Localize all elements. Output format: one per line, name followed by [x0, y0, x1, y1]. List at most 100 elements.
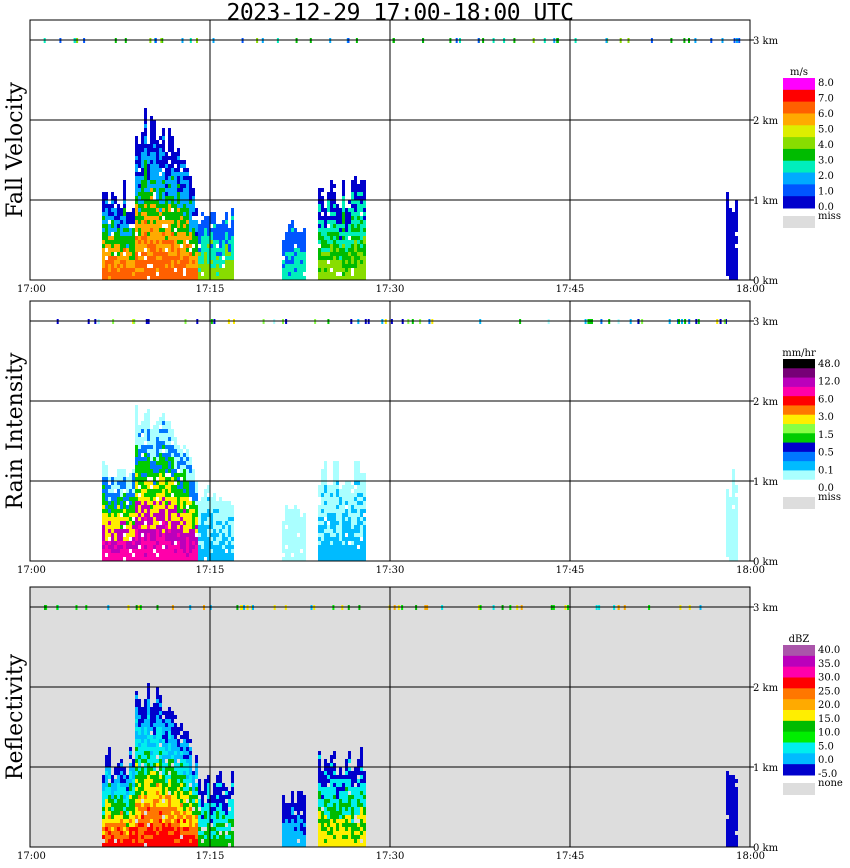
- echo-cell: [729, 256, 732, 260]
- echo-cell: [183, 545, 186, 549]
- echo-cell: [174, 441, 177, 445]
- echo-cell: [735, 228, 738, 232]
- echo-cell: [165, 168, 168, 172]
- echo-cell: [213, 252, 216, 256]
- echo-cell: [138, 827, 141, 831]
- echo-cell: [291, 260, 294, 264]
- echo-cell: [186, 481, 189, 485]
- echo-cell: [360, 256, 363, 260]
- echo-cell: [114, 260, 117, 264]
- echo-cell: [135, 156, 138, 160]
- echo-cell: [336, 481, 339, 485]
- echo-cell: [153, 477, 156, 481]
- echo-cell: [204, 811, 207, 815]
- echo-cell: [153, 276, 156, 280]
- echo-cell: [180, 795, 183, 799]
- echo-cell: [117, 537, 120, 541]
- echo-cell: [111, 835, 114, 839]
- echo-cell: [735, 791, 738, 795]
- echo-cell: [732, 260, 735, 264]
- echo-cell: [168, 437, 171, 441]
- echo-cell: [363, 537, 366, 541]
- echo-cell: [120, 521, 123, 525]
- echo-cell: [165, 751, 168, 755]
- echo-cell: [333, 465, 336, 469]
- echo-cell: [231, 264, 234, 268]
- echo-cell: [303, 541, 306, 545]
- echo-cell: [117, 807, 120, 811]
- echo-cell: [144, 469, 147, 473]
- echo-cell: [228, 236, 231, 240]
- echo-cell: [111, 811, 114, 815]
- echo-cell: [360, 529, 363, 533]
- echo-cell: [183, 208, 186, 212]
- echo-cell: [297, 557, 300, 561]
- echo-cell: [327, 791, 330, 795]
- echo-cell: [345, 835, 348, 839]
- echo-cell: [351, 771, 354, 775]
- echo-cell: [351, 192, 354, 196]
- echo-cell: [156, 715, 159, 719]
- echo-cell: [219, 268, 222, 272]
- echo-cell: [354, 493, 357, 497]
- echo-cell: [156, 200, 159, 204]
- echo-cell: [138, 449, 141, 453]
- echo-cell: [162, 160, 165, 164]
- echo-cell: [180, 236, 183, 240]
- echo-cell: [318, 843, 321, 847]
- echo-cell: [156, 835, 159, 839]
- echo-cell: [132, 791, 135, 795]
- echo-cell: [186, 268, 189, 272]
- echo-cell: [303, 795, 306, 799]
- echo-cell: [150, 136, 153, 140]
- echo-cell: [174, 517, 177, 521]
- echo-cell: [105, 835, 108, 839]
- echo-cell: [189, 517, 192, 521]
- echo-cell: [354, 541, 357, 545]
- echo-cell: [168, 216, 171, 220]
- echo-cell: [135, 212, 138, 216]
- echo-cell: [282, 827, 285, 831]
- echo-cell: [333, 228, 336, 232]
- legend-swatch: [783, 196, 815, 209]
- echo-cell: [318, 224, 321, 228]
- echo-cell: [177, 545, 180, 549]
- echo-cell: [150, 739, 153, 743]
- echo-cell: [129, 799, 132, 803]
- echo-cell: [204, 553, 207, 557]
- echo-cell: [201, 252, 204, 256]
- echo-cell: [189, 747, 192, 751]
- echo-cell: [114, 827, 117, 831]
- echo-cell: [360, 823, 363, 827]
- echo-cell: [159, 501, 162, 505]
- echo-cell: [345, 216, 348, 220]
- echo-cell: [348, 264, 351, 268]
- echo-cell: [135, 501, 138, 505]
- echo-cell: [165, 723, 168, 727]
- echo-cell: [138, 839, 141, 843]
- echo-cell: [303, 276, 306, 280]
- echo-cell: [303, 529, 306, 533]
- echo-cell: [348, 252, 351, 256]
- echo-cell: [726, 204, 729, 208]
- echo-cell: [225, 264, 228, 268]
- echo-cell: [297, 248, 300, 252]
- echo-cell: [135, 453, 138, 457]
- echo-cell: [105, 252, 108, 256]
- echo-cell: [162, 457, 165, 461]
- echo-cell: [165, 204, 168, 208]
- echo-cell: [114, 803, 117, 807]
- echo-cell: [345, 549, 348, 553]
- echo-cell: [141, 541, 144, 545]
- echo-cell: [126, 216, 129, 220]
- echo-cell: [120, 553, 123, 557]
- echo-cell: [153, 485, 156, 489]
- echo-cell: [189, 184, 192, 188]
- echo-cell: [153, 256, 156, 260]
- echo-cell: [324, 525, 327, 529]
- echo-cell: [195, 545, 198, 549]
- echo-cell: [183, 236, 186, 240]
- echo-cell: [153, 537, 156, 541]
- echo-cell: [168, 252, 171, 256]
- echo-cell: [162, 413, 165, 417]
